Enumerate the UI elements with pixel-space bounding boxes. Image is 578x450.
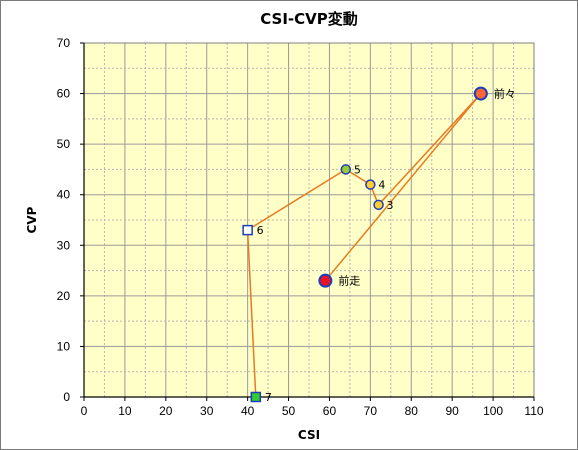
- x-tick-label: 100: [483, 404, 503, 418]
- point-marker: [365, 179, 376, 190]
- y-tick-label: 50: [57, 137, 71, 151]
- y-axis-label: CVP: [25, 206, 39, 233]
- axes: [83, 42, 535, 398]
- chart-title: CSI-CVP変動: [260, 10, 358, 28]
- point-label: 3: [387, 199, 394, 212]
- y-tick-label: 70: [57, 36, 71, 50]
- y-tick-label: 40: [57, 188, 71, 202]
- point-marker: [473, 86, 488, 101]
- point-marker: [373, 199, 384, 211]
- x-axis-label: CSI: [298, 428, 320, 442]
- point-label: 6: [257, 224, 264, 237]
- point-marker: [340, 164, 352, 175]
- grid-lines: [84, 43, 534, 397]
- x-tick-label: 0: [81, 404, 88, 418]
- x-tick-label: 110: [524, 404, 543, 418]
- x-tick-label: 30: [200, 404, 214, 418]
- x-tick-label: 50: [282, 404, 296, 418]
- y-tick-label: 30: [57, 238, 71, 252]
- x-tick-label: 70: [364, 404, 378, 418]
- point-label: 前々: [494, 87, 516, 101]
- point-label: 前走: [338, 274, 360, 288]
- y-tick-label: 0: [63, 390, 70, 404]
- x-tick-label: 40: [241, 404, 255, 418]
- point-label: 5: [354, 163, 361, 176]
- y-tick-label: 20: [57, 289, 71, 303]
- x-tick-label: 20: [159, 404, 173, 418]
- point-marker: [242, 224, 253, 236]
- y-tick-label: 60: [57, 87, 71, 101]
- point-marker: [250, 391, 262, 403]
- point-label: 4: [378, 179, 385, 192]
- x-tick-label: 90: [446, 404, 460, 418]
- point-marker: [318, 273, 333, 288]
- x-tick-label: 60: [323, 404, 337, 418]
- tick-labels: 0 10 20 30 40 50 60 70 80 90 100 110 0 10 20 30 40 50 60 70: [57, 36, 544, 418]
- y-tick-label: 10: [57, 339, 71, 353]
- point-label: 7: [265, 391, 272, 404]
- x-tick-label: 10: [118, 404, 132, 418]
- x-tick-label: 80: [405, 404, 419, 418]
